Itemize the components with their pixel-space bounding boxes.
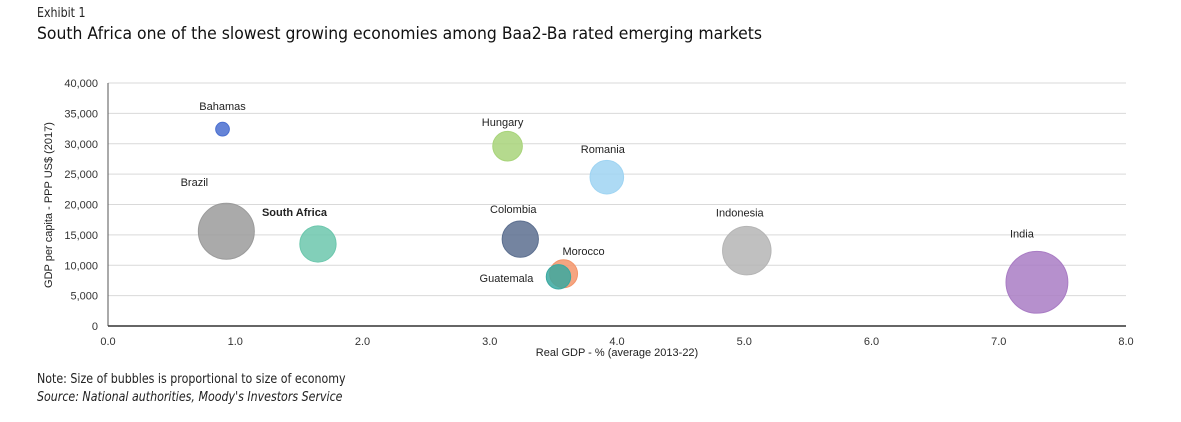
chart-source: Source: National authorities, Moody's In… [37,390,343,405]
x-tick-label: 1.0 [228,336,243,348]
y-tick-label: 20,000 [64,200,98,212]
bubble-hungary [492,130,523,162]
bubble-brazil [197,202,255,260]
y-tick-label: 40,000 [64,78,98,90]
axes: 0 5,000 10,000 15,000 20,000 25,000 30,000 35,0… [64,78,1133,348]
bubble-indonesia [722,225,772,276]
y-tick-label: 5,000 [70,291,98,303]
bubble-south-africa [299,225,337,263]
bubble-india [1005,250,1069,314]
bubble-romania [589,159,625,195]
bubble-bahamas [215,121,230,137]
bubble-label: India [1010,228,1035,240]
bubble-label: Hungary [482,117,524,129]
bubble-label: Indonesia [716,208,765,220]
y-tick-label: 35,000 [64,108,98,120]
bubble-label: Guatemala [480,273,535,285]
x-tick-label: 5.0 [737,336,752,348]
bubble-label: Brazil [181,177,209,189]
bubble-colombia [501,220,539,258]
bubble-label: Colombia [490,204,537,216]
y-tick-label: 15,000 [64,230,98,242]
exhibit-label: Exhibit 1 [37,6,86,21]
chart-note: Note: Size of bubbles is proportional to… [37,372,346,387]
bubble-guatemala [545,264,572,290]
x-tick-label: 6.0 [864,336,879,348]
bubble-label: Romania [581,144,626,156]
bubble-label: South Africa [262,207,328,219]
x-axis-label: Real GDP - % (average 2013-22) [536,347,698,359]
bubble-label: Morocco [562,246,604,258]
x-tick-label: 7.0 [991,336,1006,348]
chart-title: South Africa one of the slowest growing … [37,24,763,44]
y-tick-label: 25,000 [64,169,98,181]
bubble-label: Bahamas [199,101,246,113]
bubble-chart: Bahamas Brazil South Africa Hungary Romania C… [43,78,1134,359]
y-tick-label: 0 [92,321,98,333]
gridlines [108,82,1126,297]
bubbles [197,121,1069,314]
y-axis-label: GDP per capita - PPP US$ (2017) [43,122,55,288]
x-tick-label: 2.0 [355,336,370,348]
x-tick-label: 0.0 [100,336,115,348]
bubble-labels: Bahamas Brazil South Africa Hungary Romania C… [181,101,1035,285]
y-tick-label: 10,000 [64,260,98,272]
y-tick-label: 30,000 [64,139,98,151]
x-tick-label: 3.0 [482,336,497,348]
x-tick-label: 4.0 [609,336,624,348]
x-tick-label: 8.0 [1118,336,1133,348]
